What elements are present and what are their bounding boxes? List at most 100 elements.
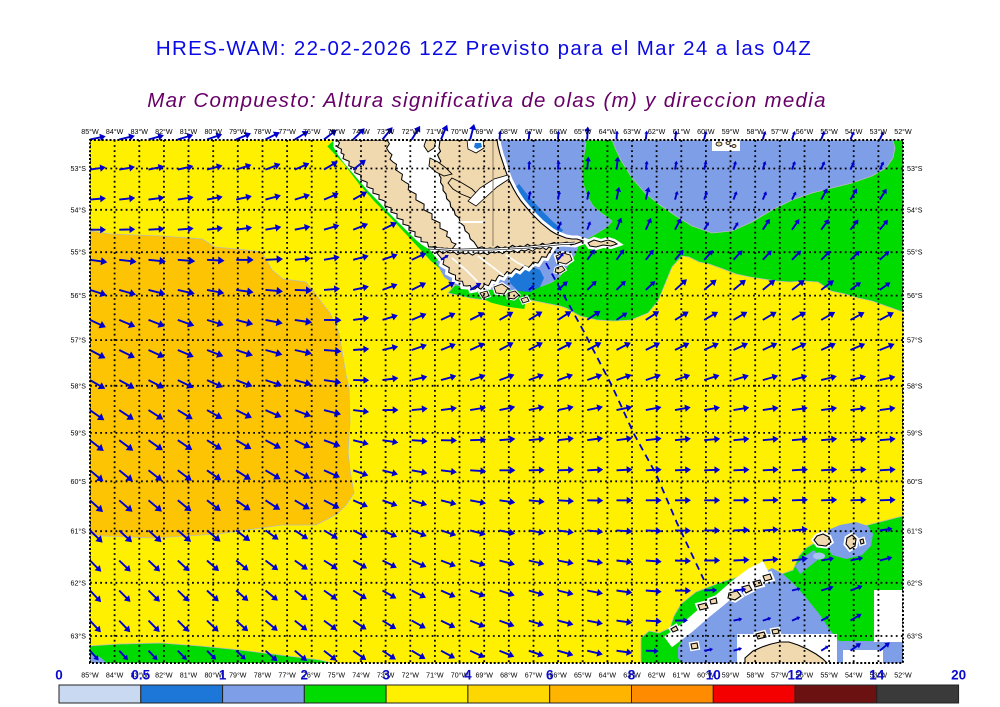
svg-text:58°W: 58°W [746,128,764,136]
svg-text:54°S: 54°S [907,206,923,214]
svg-text:70°W: 70°W [451,672,469,680]
svg-text:14: 14 [869,668,885,683]
svg-text:85°W: 85°W [81,672,99,680]
svg-text:6: 6 [546,668,554,683]
svg-text:59°S: 59°S [71,429,87,437]
svg-text:58°W: 58°W [746,672,764,680]
svg-text:8: 8 [628,668,636,683]
svg-text:54°W: 54°W [845,128,863,136]
svg-text:56°S: 56°S [907,292,923,300]
svg-text:74°W: 74°W [352,128,370,136]
svg-text:61°W: 61°W [673,672,691,680]
svg-text:63°W: 63°W [623,128,641,136]
svg-text:69°W: 69°W [475,128,493,136]
svg-text:83°W: 83°W [131,672,149,680]
svg-text:2: 2 [301,668,309,683]
svg-text:53°S: 53°S [907,165,923,173]
svg-text:73°W: 73°W [377,672,395,680]
svg-text:65°W: 65°W [574,672,592,680]
svg-text:Mar Compuesto: Altura signific: Mar Compuesto: Altura significativa de o… [147,89,827,112]
svg-text:68°W: 68°W [500,128,518,136]
svg-text:64°W: 64°W [599,672,617,680]
svg-text:61°S: 61°S [907,528,923,536]
svg-text:12: 12 [787,668,802,683]
svg-text:79°W: 79°W [229,672,247,680]
svg-text:0: 0 [55,668,63,683]
svg-text:55°S: 55°S [907,249,923,257]
svg-text:60°W: 60°W [697,672,715,680]
svg-text:57°W: 57°W [771,672,789,680]
svg-text:67°W: 67°W [525,128,543,136]
svg-text:70°W: 70°W [451,128,469,136]
svg-text:75°W: 75°W [328,672,346,680]
svg-text:58°S: 58°S [71,382,87,390]
svg-text:72°W: 72°W [402,128,420,136]
svg-text:55°W: 55°W [820,128,838,136]
svg-text:3: 3 [382,668,390,683]
svg-text:76°W: 76°W [303,128,321,136]
svg-text:63°W: 63°W [623,672,641,680]
svg-text:71°W: 71°W [426,672,444,680]
svg-text:58°S: 58°S [907,382,923,390]
svg-text:67°W: 67°W [525,672,543,680]
svg-text:62°S: 62°S [71,579,87,587]
svg-text:66°W: 66°W [549,672,567,680]
svg-text:60°S: 60°S [907,478,923,486]
svg-text:55°W: 55°W [820,672,838,680]
svg-text:59°W: 59°W [722,672,740,680]
svg-text:60°W: 60°W [697,128,715,136]
svg-text:59°W: 59°W [722,128,740,136]
svg-text:78°W: 78°W [254,672,272,680]
svg-text:55°S: 55°S [71,249,87,257]
svg-text:73°W: 73°W [377,128,395,136]
svg-text:57°W: 57°W [771,128,789,136]
svg-text:61°W: 61°W [673,128,691,136]
svg-text:75°W: 75°W [328,128,346,136]
svg-text:57°S: 57°S [71,337,87,345]
svg-text:62°S: 62°S [907,579,923,587]
svg-text:53°W: 53°W [870,672,888,680]
svg-text:63°S: 63°S [907,633,923,641]
svg-text:56°S: 56°S [71,292,87,300]
svg-text:80°W: 80°W [204,128,222,136]
svg-text:80°W: 80°W [204,672,222,680]
svg-text:82°W: 82°W [155,672,173,680]
svg-text:66°W: 66°W [549,128,567,136]
svg-text:82°W: 82°W [155,128,173,136]
svg-text:85°W: 85°W [81,128,99,136]
svg-text:74°W: 74°W [352,672,370,680]
svg-text:57°S: 57°S [907,337,923,345]
svg-text:59°S: 59°S [907,429,923,437]
svg-text:84°W: 84°W [106,672,124,680]
svg-text:20: 20 [951,668,966,683]
svg-text:68°W: 68°W [500,672,518,680]
svg-text:79°W: 79°W [229,128,247,136]
svg-text:72°W: 72°W [402,672,420,680]
svg-text:54°S: 54°S [71,206,87,214]
svg-text:61°S: 61°S [71,528,87,536]
svg-text:77°W: 77°W [278,128,296,136]
svg-text:HRES-WAM: 22-02-2026 12Z Previ: HRES-WAM: 22-02-2026 12Z Previsto para e… [156,37,812,60]
svg-text:76°W: 76°W [303,672,321,680]
svg-text:52°W: 52°W [894,128,912,136]
svg-text:83°W: 83°W [131,128,149,136]
svg-text:64°W: 64°W [599,128,617,136]
svg-text:53°S: 53°S [71,165,87,173]
svg-text:10: 10 [706,668,721,683]
svg-text:60°S: 60°S [71,478,87,486]
svg-text:52°W: 52°W [894,672,912,680]
svg-text:78°W: 78°W [254,128,272,136]
svg-text:56°W: 56°W [796,672,814,680]
svg-text:62°W: 62°W [648,128,666,136]
svg-text:81°W: 81°W [180,672,198,680]
svg-text:69°W: 69°W [475,672,493,680]
svg-text:62°W: 62°W [648,672,666,680]
svg-text:54°W: 54°W [845,672,863,680]
svg-text:63°S: 63°S [71,633,87,641]
svg-text:65°W: 65°W [574,128,592,136]
svg-text:84°W: 84°W [106,128,124,136]
svg-text:4: 4 [464,668,472,683]
svg-text:71°W: 71°W [426,128,444,136]
svg-text:81°W: 81°W [180,128,198,136]
svg-text:0.5: 0.5 [131,668,150,683]
